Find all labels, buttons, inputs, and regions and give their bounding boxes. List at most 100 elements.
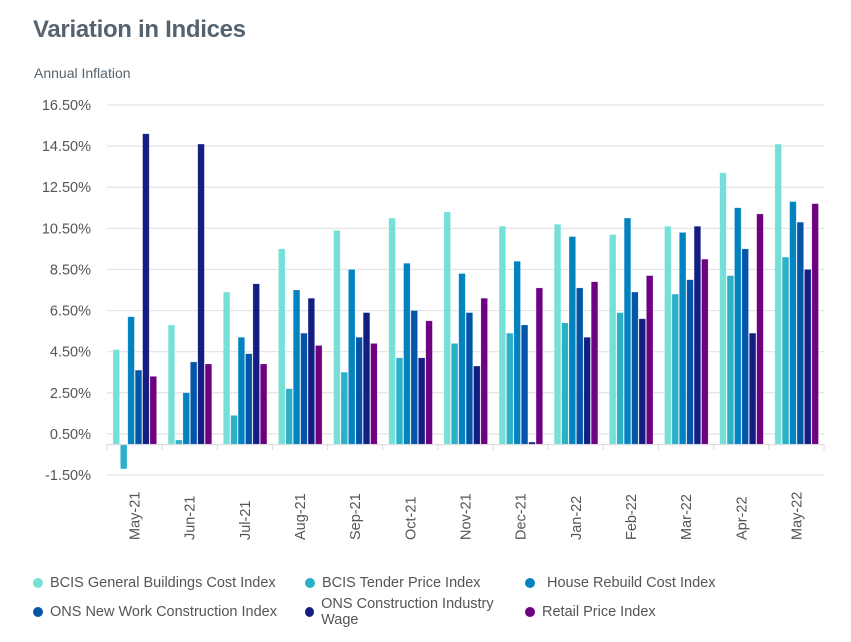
bar[interactable] (726, 275, 734, 445)
bar[interactable] (528, 441, 536, 445)
legend-label: House Rebuild Cost Index (547, 574, 716, 591)
bar-group-jul-21 (223, 283, 268, 445)
bar[interactable] (237, 336, 246, 445)
legend-item-rpi[interactable]: Retail Price Index (525, 604, 656, 620)
bar[interactable] (804, 269, 812, 445)
bar-group-apr-22 (719, 172, 764, 445)
bar[interactable] (506, 332, 514, 445)
x-tick-label: Nov-21 (459, 493, 475, 540)
bar[interactable] (568, 236, 576, 445)
legend-item-ons-wage[interactable]: ONS Construction Industry Wage (305, 596, 517, 628)
bar[interactable] (631, 291, 639, 445)
bar[interactable] (120, 443, 128, 470)
bar[interactable] (134, 369, 143, 445)
legend: BCIS General Buildings Cost Index BCIS T… (33, 568, 833, 628)
bar[interactable] (182, 392, 190, 445)
bar[interactable] (686, 279, 694, 445)
bar[interactable] (167, 324, 176, 445)
bar[interactable] (590, 281, 599, 445)
bar[interactable] (458, 273, 466, 445)
bar[interactable] (741, 248, 749, 445)
bar[interactable] (748, 332, 757, 445)
x-tick-label: Jan-22 (569, 496, 585, 540)
bar[interactable] (480, 297, 488, 445)
bar[interactable] (774, 143, 782, 445)
bar[interactable] (362, 312, 371, 445)
bar[interactable] (451, 343, 459, 445)
y-tick-label: 10.50% (42, 221, 91, 237)
bar[interactable] (520, 324, 529, 445)
bar[interactable] (719, 172, 727, 445)
bar[interactable] (418, 357, 426, 445)
bar[interactable] (149, 376, 157, 445)
y-tick-label: -1.50% (45, 468, 91, 484)
legend-label: ONS Construction Industry Wage (321, 595, 494, 628)
bar[interactable] (127, 316, 135, 445)
bar[interactable] (333, 230, 341, 445)
bar[interactable] (473, 365, 481, 445)
bar[interactable] (142, 133, 150, 445)
bar[interactable] (245, 353, 253, 445)
bar[interactable] (561, 322, 569, 445)
bar[interactable] (112, 349, 120, 445)
legend-item-house-rebuild[interactable]: House Rebuild Cost Index (525, 575, 715, 591)
bar[interactable] (443, 211, 451, 445)
bar[interactable] (701, 258, 709, 445)
bar[interactable] (513, 260, 521, 445)
bar[interactable] (465, 312, 474, 445)
bar[interactable] (671, 293, 679, 445)
bar[interactable] (811, 203, 819, 445)
bar[interactable] (693, 225, 702, 445)
bar[interactable] (734, 207, 742, 445)
bar[interactable] (307, 297, 315, 445)
bar[interactable] (315, 345, 323, 445)
bar[interactable] (576, 287, 584, 445)
bar[interactable] (260, 363, 268, 445)
bar[interactable] (175, 439, 183, 445)
bar[interactable] (498, 225, 506, 445)
legend-item-bcis-tender[interactable]: BCIS Tender Price Index (305, 575, 517, 591)
bar[interactable] (616, 312, 624, 445)
bar[interactable] (796, 221, 804, 445)
legend-marker-icon (33, 606, 43, 617)
bar[interactable] (348, 269, 356, 445)
bar[interactable] (223, 291, 231, 445)
bar[interactable] (197, 143, 205, 445)
bar[interactable] (535, 287, 543, 445)
x-tick-label: Dec-21 (514, 493, 530, 540)
legend-row-2: ONS New Work Construction Index ONS Cons… (33, 596, 833, 628)
bar[interactable] (370, 343, 378, 445)
legend-item-bcis-general[interactable]: BCIS General Buildings Cost Index (33, 575, 297, 591)
bar[interactable] (388, 217, 396, 445)
bar[interactable] (646, 275, 654, 445)
legend-item-ons-new-work[interactable]: ONS New Work Construction Index (33, 604, 297, 620)
y-tick-label: 16.50% (42, 98, 91, 114)
bar[interactable] (395, 357, 404, 445)
bar[interactable] (609, 234, 617, 445)
bar[interactable] (292, 289, 301, 445)
bar[interactable] (278, 248, 286, 445)
bar[interactable] (300, 332, 308, 445)
bar[interactable] (355, 336, 363, 445)
y-tick-label: 0.50% (50, 427, 91, 443)
bar[interactable] (252, 283, 260, 445)
bar[interactable] (789, 201, 797, 445)
bar[interactable] (190, 361, 198, 445)
bar[interactable] (664, 225, 672, 445)
bar[interactable] (425, 320, 433, 445)
y-tick-label: 8.50% (50, 262, 91, 278)
bar[interactable] (583, 336, 591, 445)
bar[interactable] (623, 217, 632, 445)
bar[interactable] (230, 415, 238, 445)
bar[interactable] (679, 232, 687, 445)
bar[interactable] (553, 223, 562, 445)
bar[interactable] (285, 388, 293, 445)
bar-group-jan-22 (553, 223, 599, 445)
bar[interactable] (403, 262, 411, 445)
bar[interactable] (756, 213, 764, 445)
bar[interactable] (781, 256, 790, 445)
bar[interactable] (410, 310, 418, 445)
bar[interactable] (340, 371, 348, 445)
bar[interactable] (638, 318, 646, 445)
bar[interactable] (204, 363, 213, 445)
